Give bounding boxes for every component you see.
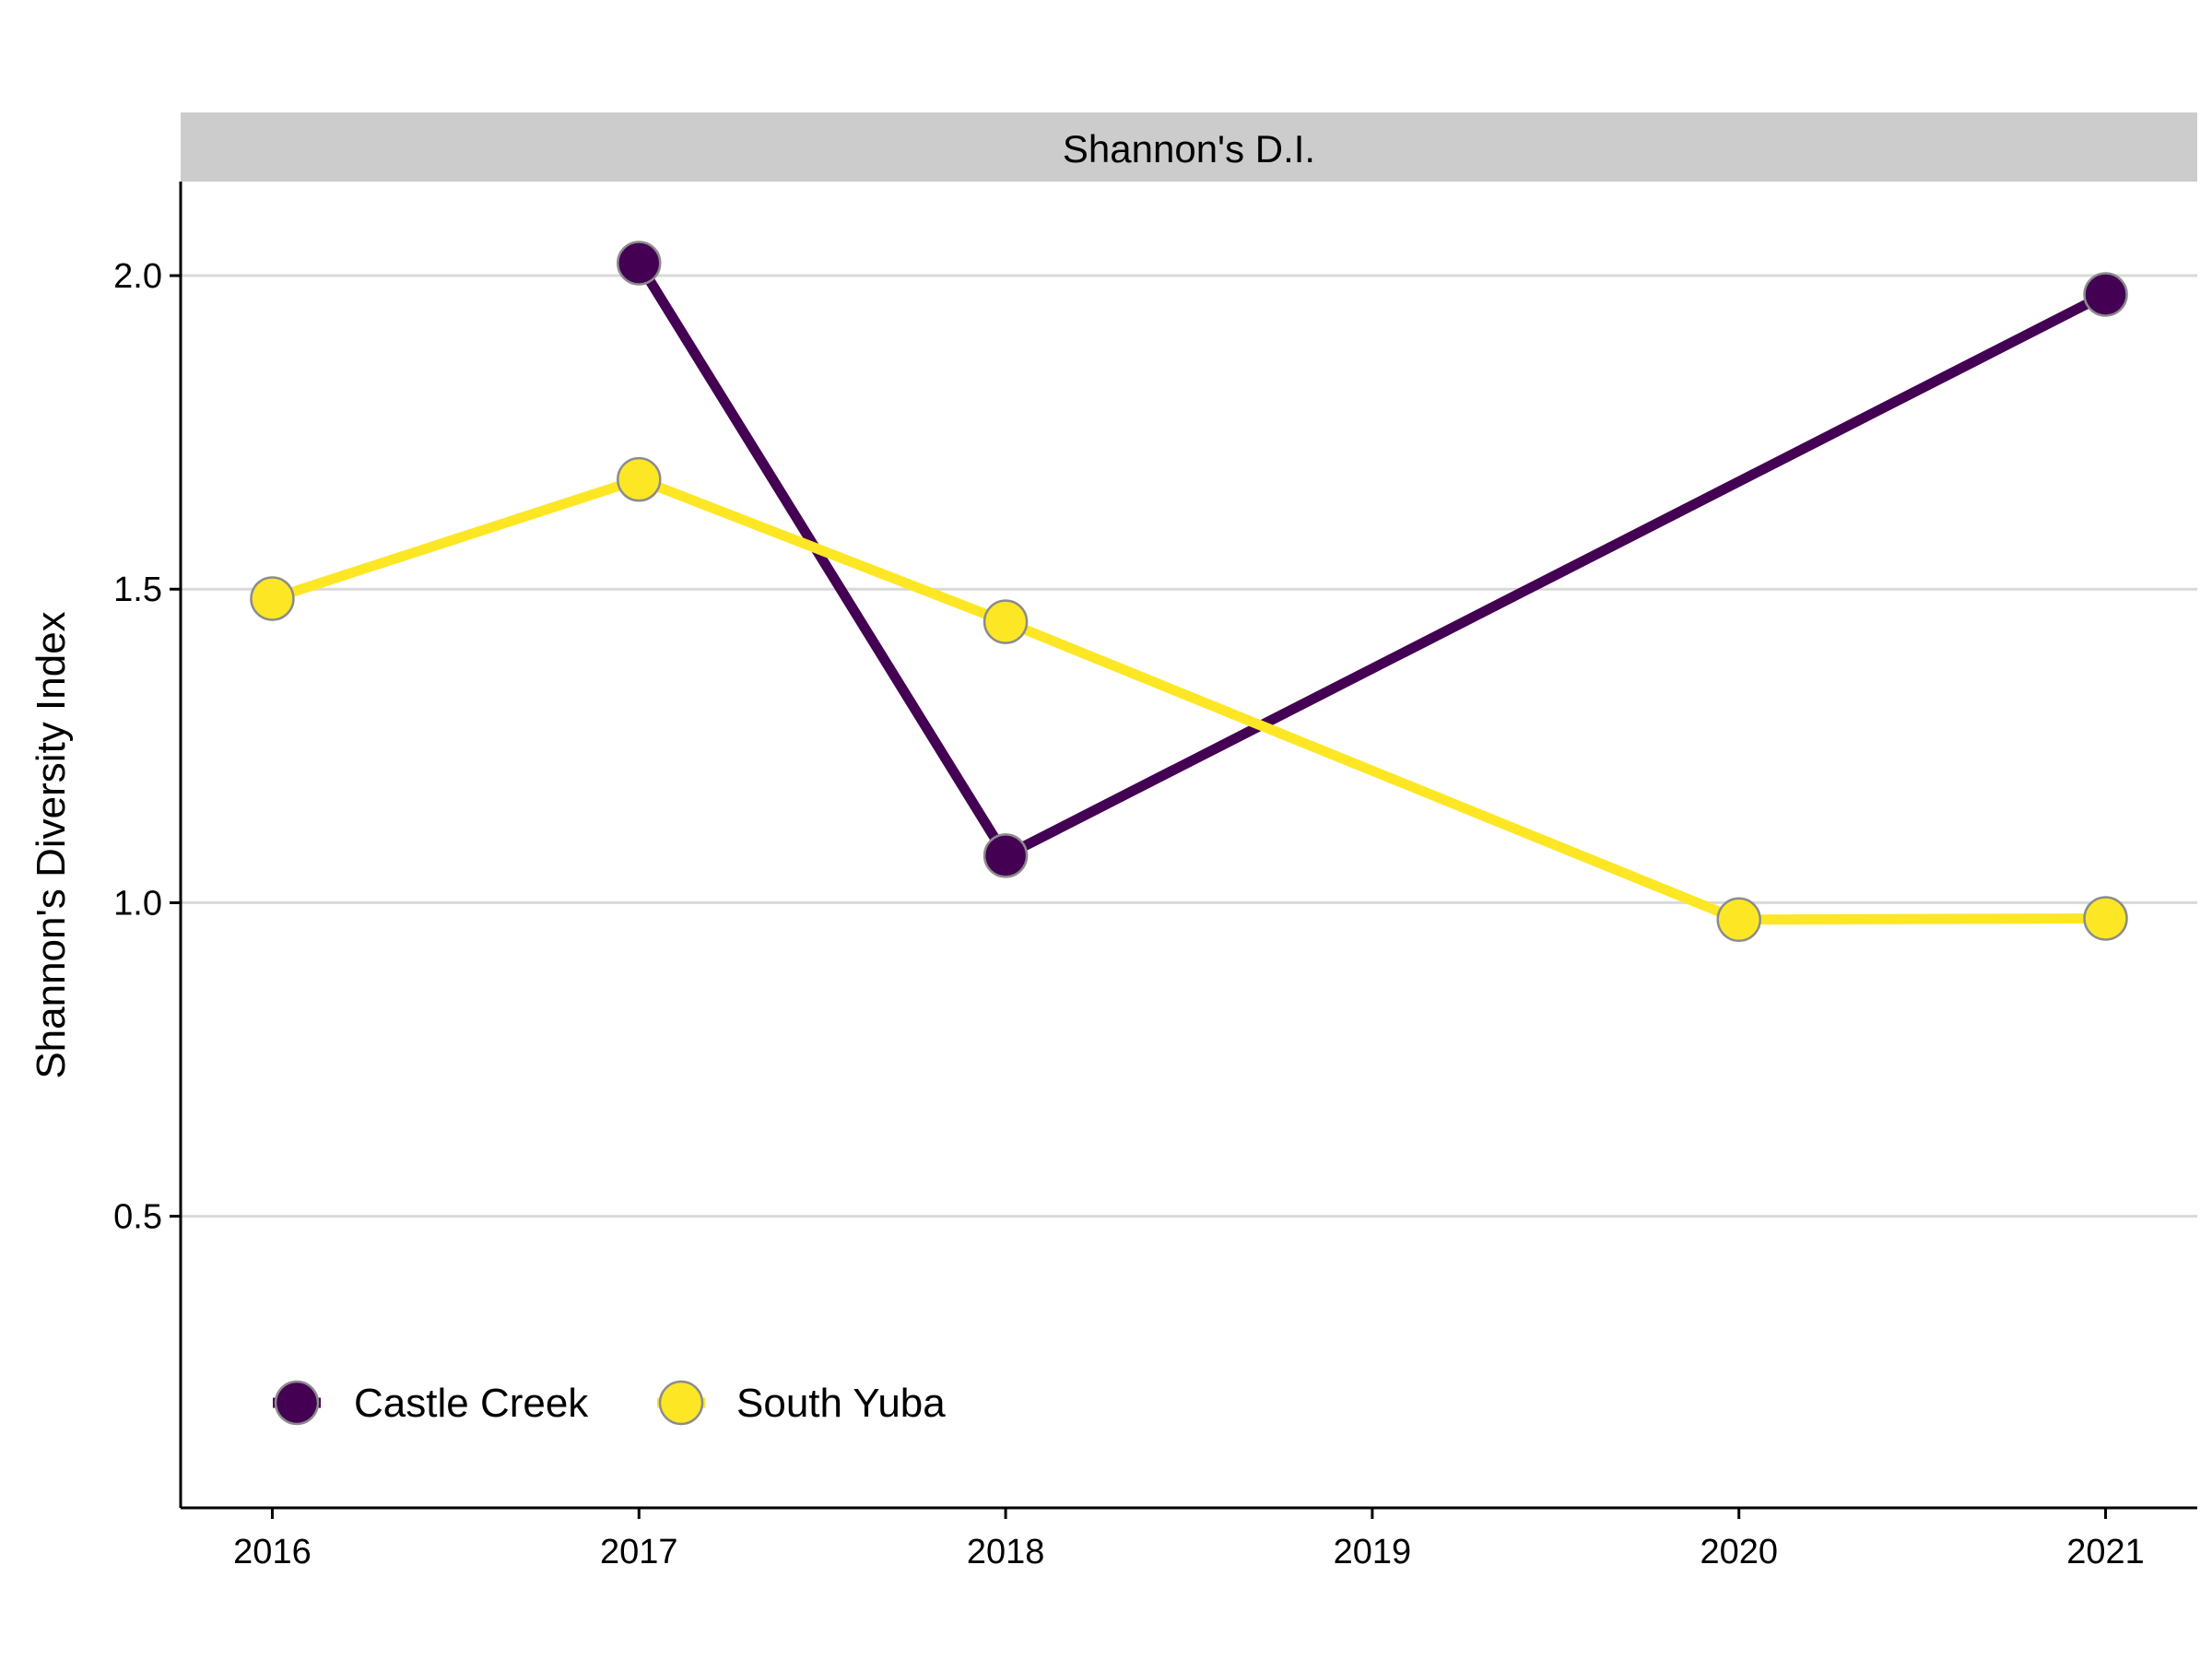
gridlines [181,274,2197,1218]
x-axis-ticks: 2016 2017 2018 2019 2020 2021 [233,1508,2145,1571]
y-tick-label: 1.0 [113,884,162,923]
series-line-south-yuba [270,474,2106,925]
data-point-south-yuba [2083,896,2128,941]
x-tick-label: 2019 [1334,1533,1412,1571]
data-point-south-yuba [982,599,1029,644]
data-point-castle-creek [2083,272,2128,317]
y-axis-ticks: 0.5 1.0 1.5 2.0 [113,257,181,1237]
series-points [250,241,2128,943]
legend-label-south-yuba: South Yuba [736,1381,946,1426]
y-tick-label: 0.5 [113,1198,162,1237]
y-tick-label: 1.5 [113,571,162,609]
y-tick-label: 2.0 [113,257,162,296]
x-tick-label: 2021 [2066,1533,2145,1571]
series-lines [270,260,2109,925]
legend-key-castle-creek [274,1380,320,1426]
data-point-south-yuba [1716,897,1761,943]
data-point-castle-creek [982,833,1029,878]
legend-key-south-yuba [658,1380,704,1426]
x-tick-label: 2017 [600,1533,678,1571]
legend: Castle Creek South Yuba [273,1380,946,1426]
data-point-south-yuba [250,576,295,621]
data-point-south-yuba [617,456,662,502]
data-point-castle-creek [617,241,662,286]
y-axis-title: Shannon's Diversity Index [29,611,74,1078]
x-tick-label: 2020 [1700,1533,1778,1571]
x-tick-label: 2016 [233,1533,312,1571]
legend-label-castle-creek: Castle Creek [354,1381,589,1426]
facet-strip [181,112,2197,182]
x-tick-label: 2018 [967,1533,1045,1571]
facet-strip-label: Shannon's D.I. [1063,127,1315,171]
